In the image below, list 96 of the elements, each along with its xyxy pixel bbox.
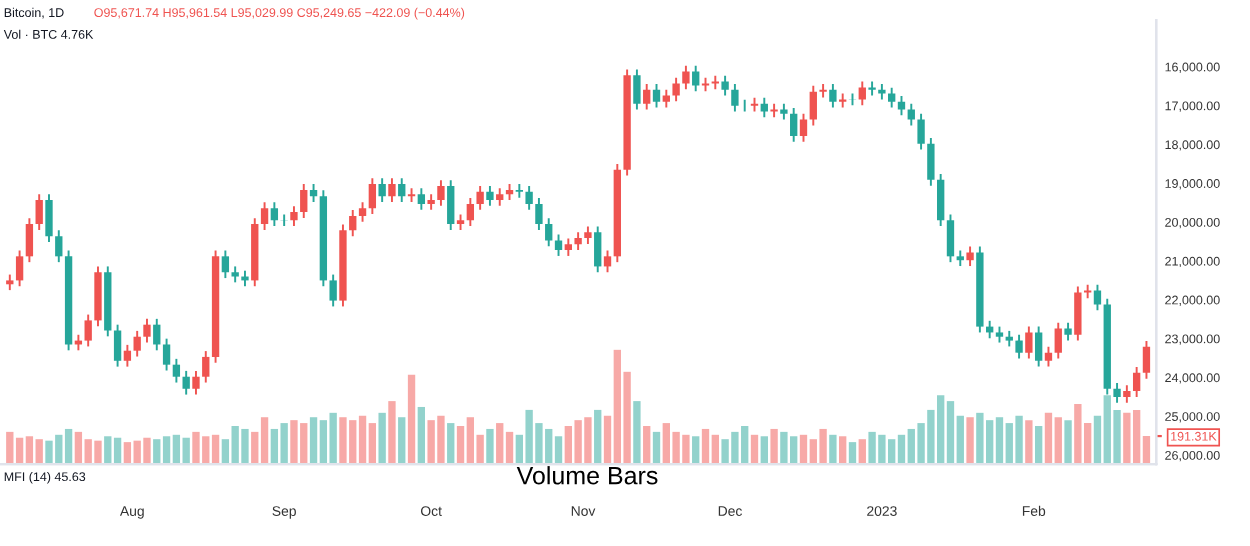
candlestick (349, 209, 357, 238)
candlestick (270, 201, 279, 227)
candlestick (300, 183, 308, 219)
bar (692, 436, 700, 465)
bar (594, 409, 602, 465)
candlestick (907, 102, 915, 127)
candlestick (535, 197, 543, 231)
candlestick (260, 201, 269, 231)
candlestick (407, 187, 416, 203)
candlestick (358, 201, 367, 223)
candlestick (202, 350, 210, 384)
candlestick (55, 229, 63, 264)
bar (966, 417, 974, 465)
candlestick (113, 323, 122, 368)
candlestick (643, 82, 651, 111)
bar (652, 431, 661, 465)
candlestick (417, 187, 426, 211)
bar (1064, 420, 1072, 465)
candlestick (652, 82, 661, 109)
candlestick (1054, 321, 1062, 360)
candlestick (15, 249, 24, 288)
bar (388, 401, 396, 465)
bar (417, 406, 426, 465)
bar (1025, 420, 1033, 465)
bar (1034, 426, 1043, 465)
candlestick (897, 94, 906, 117)
candlestick (594, 225, 602, 274)
bar (643, 426, 651, 465)
bar (760, 436, 768, 465)
bar (486, 428, 494, 465)
candlestick (221, 249, 230, 280)
candlestick (946, 213, 955, 264)
bar (378, 412, 386, 465)
candlestick (672, 76, 680, 103)
candlestick (378, 177, 386, 203)
candlestick (682, 64, 690, 91)
candlestick (45, 193, 53, 243)
candlestick (554, 233, 563, 257)
candlestick (927, 136, 935, 187)
bar (633, 401, 641, 465)
candlestick (162, 337, 171, 372)
candlestick (1044, 345, 1053, 368)
candlestick (182, 369, 190, 396)
candlestick (398, 177, 406, 203)
candlestick (692, 64, 700, 93)
candlestick (388, 177, 396, 203)
candlestick (84, 313, 92, 348)
candlestick (133, 329, 141, 358)
candlestick (447, 179, 455, 231)
candlestick (721, 74, 729, 97)
candlestick (1034, 325, 1043, 368)
candlestick (437, 179, 445, 207)
candlestick (545, 217, 553, 248)
candlestick (1113, 381, 1121, 404)
candlestick (486, 185, 494, 207)
candlestick (192, 369, 200, 396)
bar (447, 423, 455, 465)
candlestick (515, 183, 524, 199)
candlestick (731, 82, 739, 113)
candlestick (123, 343, 132, 368)
candlestick (966, 245, 974, 268)
candlestick (466, 197, 475, 227)
candlestick (1074, 285, 1082, 342)
candlestick (525, 185, 533, 211)
bar (770, 428, 778, 465)
candlestick (829, 82, 837, 109)
candlestick (603, 249, 612, 274)
candlestick (476, 185, 484, 211)
candlestick (25, 217, 34, 264)
candlestick (35, 193, 43, 231)
candlestick (858, 80, 866, 107)
candlestick (888, 86, 896, 109)
candlestick (809, 84, 817, 127)
candlestick (290, 205, 298, 227)
bar (839, 436, 847, 465)
candlestick (790, 107, 798, 143)
candlestick (937, 173, 945, 227)
candlestick (1025, 325, 1033, 360)
candlestick (633, 68, 641, 111)
candlestick (368, 177, 377, 215)
candlestick (799, 112, 808, 143)
bar (829, 434, 837, 465)
bar (750, 434, 759, 465)
candlestick (153, 317, 161, 352)
bar (858, 439, 866, 465)
candlestick (1132, 366, 1141, 398)
bar (407, 374, 416, 465)
candlestick (143, 317, 151, 344)
candlestick (1142, 340, 1151, 380)
bar (398, 417, 406, 465)
candlestick (917, 112, 925, 151)
candlestick (329, 273, 337, 308)
candlestick (1015, 333, 1023, 360)
candlestick (172, 357, 181, 384)
bar (848, 442, 857, 465)
text: Volume Bars (516, 466, 658, 485)
